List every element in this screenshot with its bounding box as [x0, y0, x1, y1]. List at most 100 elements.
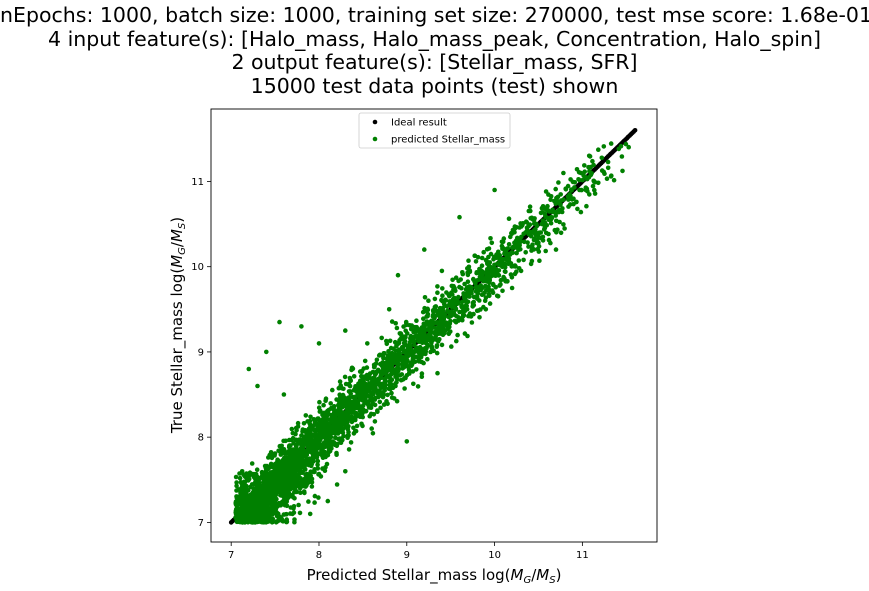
predicted-point [578, 170, 584, 176]
predicted-point [481, 249, 487, 255]
predicted-point [293, 437, 299, 443]
predicted-point [276, 448, 281, 454]
predicted-point [315, 451, 321, 457]
predicted-point [414, 318, 419, 324]
predicted-point [385, 366, 391, 372]
predicted-point [537, 258, 542, 264]
predicted-point [359, 368, 365, 374]
predicted-point [484, 267, 490, 272]
predicted-point [278, 515, 284, 520]
predicted-point [505, 278, 510, 284]
predicted-point [360, 409, 366, 415]
predicted-point [234, 483, 239, 489]
predicted-point [372, 397, 378, 402]
predicted-point [254, 467, 260, 473]
predicted-point [314, 433, 320, 438]
predicted-point [563, 186, 568, 191]
predicted-point [540, 218, 546, 223]
predicted-point [278, 480, 284, 486]
predicted-point [305, 447, 310, 453]
predicted-point [364, 376, 370, 382]
predicted-point [411, 354, 417, 359]
predicted-point [334, 482, 340, 487]
predicted-point-outlier [422, 247, 427, 252]
predicted-point [270, 496, 275, 501]
predicted-point [298, 490, 303, 496]
predicted-point [290, 481, 295, 486]
predicted-point [467, 269, 473, 275]
predicted-point [570, 179, 576, 185]
chart-title: nEpochs: 1000, batch size: 1000, trainin… [0, 3, 869, 98]
predicted-point [434, 350, 440, 356]
predicted-point [428, 338, 433, 343]
predicted-point [493, 284, 499, 290]
predicted-point [413, 325, 419, 331]
predicted-point [537, 230, 542, 235]
plot-frame [210, 108, 658, 543]
predicted-point [456, 294, 461, 300]
predicted-point [476, 308, 481, 313]
predicted-point [397, 351, 402, 356]
predicted-point [557, 219, 562, 225]
predicted-point [302, 467, 308, 472]
predicted-point [292, 496, 297, 501]
predicted-point [411, 335, 416, 341]
predicted-point [560, 206, 565, 211]
predicted-point [340, 392, 346, 398]
predicted-point [235, 518, 241, 523]
predicted-point [270, 519, 275, 525]
predicted-point [569, 187, 574, 192]
predicted-point [329, 406, 335, 411]
predicted-point [416, 356, 421, 361]
predicted-point [371, 391, 376, 397]
predicted-point [381, 381, 386, 386]
predicted-point [434, 320, 440, 325]
predicted-point [421, 323, 427, 328]
predicted-point [251, 474, 257, 480]
predicted-point [419, 359, 425, 365]
predicted-point [424, 314, 429, 319]
predicted-point [584, 176, 590, 182]
predicted-point [323, 426, 328, 431]
predicted-point [287, 448, 292, 453]
predicted-point [536, 249, 542, 254]
predicted-point [586, 153, 592, 159]
predicted-point [435, 311, 441, 316]
predicted-point [596, 180, 601, 186]
points-layer [228, 128, 638, 525]
predicted-point [400, 366, 405, 371]
predicted-point [238, 509, 243, 514]
predicted-point [620, 168, 625, 174]
predicted-point [466, 293, 472, 298]
predicted-point [500, 264, 505, 270]
predicted-point-outlier [281, 392, 287, 397]
predicted-point [296, 474, 301, 479]
predicted-point [506, 216, 512, 221]
predicted-point [445, 327, 450, 332]
predicted-point [471, 299, 477, 305]
predicted-point [432, 331, 438, 337]
predicted-point [307, 442, 313, 448]
predicted-point [237, 471, 242, 476]
predicted-point [410, 369, 416, 374]
predicted-point [317, 399, 322, 405]
predicted-point [385, 392, 390, 398]
predicted-point [604, 176, 610, 181]
predicted-point [483, 295, 489, 300]
predicted-point [348, 440, 354, 445]
predicted-point [500, 246, 505, 251]
predicted-point [237, 475, 243, 481]
predicted-point [406, 352, 411, 358]
predicted-point [389, 319, 395, 324]
predicted-point [388, 359, 394, 365]
y-tick-label: 9 [198, 347, 204, 358]
predicted-point [338, 421, 343, 427]
predicted-point [401, 362, 407, 367]
predicted-point [289, 426, 295, 432]
predicted-point [266, 483, 272, 489]
predicted-point [317, 442, 323, 448]
predicted-point [609, 173, 614, 178]
predicted-point [582, 169, 587, 174]
predicted-point [273, 520, 279, 525]
